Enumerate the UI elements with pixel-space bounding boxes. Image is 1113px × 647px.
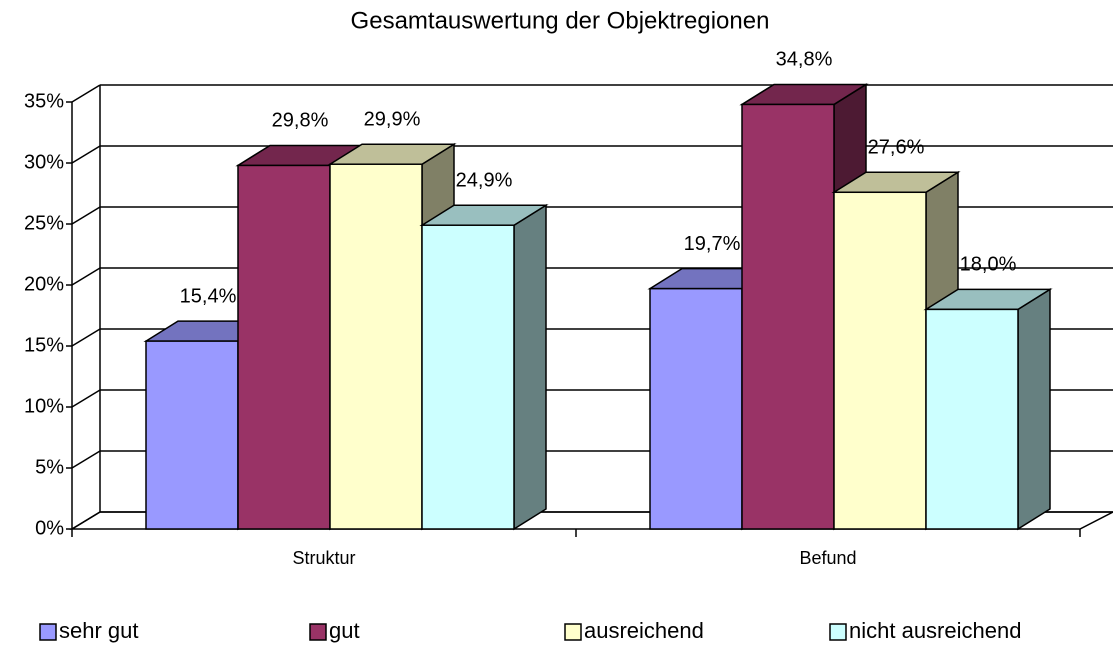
legend-label: ausreichend [584,618,704,643]
y-tick-label: 25% [24,212,64,234]
legend-label: nicht ausreichend [849,618,1021,643]
x-tick-label: Befund [799,548,856,568]
bar [237,164,331,530]
bar [649,287,743,530]
data-label: 29,9% [364,109,421,131]
data-label: 34,8% [776,49,833,71]
grid-line [71,389,101,408]
bar [741,103,835,530]
bar [329,163,423,530]
grid-line [71,84,101,103]
y-tick-label: 30% [24,151,64,173]
legend-swatch [829,623,847,641]
data-label: 19,7% [684,233,741,255]
grid-line [71,328,101,347]
legend-swatch [564,623,582,641]
y-tick-label: 15% [24,334,64,356]
grid-line [71,267,101,286]
bar [833,191,927,530]
y-tick-label: 10% [24,395,64,417]
data-label: 18,0% [960,254,1017,276]
bar-side [513,203,547,531]
y-tick-label: 20% [24,273,64,295]
data-label: 27,6% [868,137,925,159]
bar [421,224,515,530]
grid-line [71,450,101,469]
legend-label: sehr gut [59,618,139,643]
grid-line [71,206,101,225]
x-tick-label: Struktur [292,548,355,568]
y-tick-label: 5% [35,456,64,478]
legend-label: gut [329,618,360,643]
legend-swatch [309,623,327,641]
bar-side [1017,288,1051,531]
bar [925,308,1019,530]
chart-title: Gesamtauswertung der Objektregionen [351,7,770,34]
data-label: 29,8% [272,110,329,132]
data-label: 15,4% [180,285,237,307]
bar [145,340,239,530]
grid-line [71,145,101,164]
grid-line [71,511,101,530]
y-tick-label: 0% [35,517,64,539]
data-label: 24,9% [456,170,513,192]
legend-swatch [39,623,57,641]
y-tick-label: 35% [24,90,64,112]
